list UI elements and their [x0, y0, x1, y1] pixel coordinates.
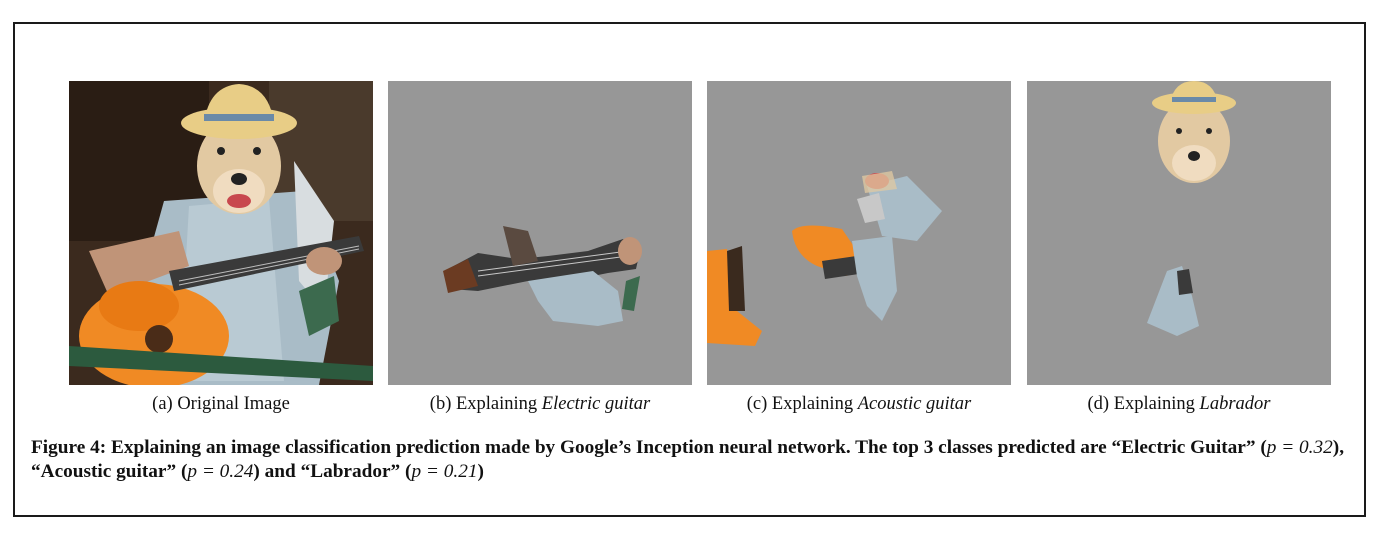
figure-caption-text-2: ), “Acoustic guitar” (: [31, 437, 1345, 482]
caption-d-prefix: (d) Explaining: [1087, 394, 1200, 414]
caption-b-prefix: (b) Explaining: [429, 394, 542, 414]
figure-caption-text-1: Explaining an image classification predi…: [106, 437, 1267, 458]
acoustic-guitar-explanation-panel: [707, 81, 1011, 385]
caption-c-italic: Acoustic guitar: [857, 394, 972, 414]
probability-acoustic: p = 0.24: [187, 461, 254, 482]
acoustic-guitar-mask-image: [707, 81, 1011, 385]
figure-caption-text-3: ) and “Labrador” (: [253, 461, 412, 482]
figure-label: Figure 4:: [31, 437, 107, 458]
electric-guitar-mask-image: [388, 81, 692, 385]
caption-a-text: (a) Original Image: [152, 394, 290, 414]
caption-c-prefix: (c) Explaining: [746, 394, 858, 414]
figure-caption-text-4: ): [477, 461, 484, 482]
probability-electric: p = 0.32: [1266, 437, 1333, 458]
caption-d: (d) Explaining Labrador: [1027, 394, 1331, 420]
caption-c: (c) Explaining Acoustic guitar: [700, 394, 1018, 420]
caption-b: (b) Explaining Electric guitar: [381, 394, 699, 420]
caption-a: (a) Original Image: [69, 394, 373, 420]
probability-labrador: p = 0.21: [411, 461, 478, 482]
figure-caption: Figure 4: Explaining an image classifica…: [31, 436, 1351, 484]
original-image: [69, 81, 373, 385]
caption-d-italic: Labrador: [1199, 394, 1271, 414]
figure-frame: [13, 22, 1366, 517]
original-image-panel: [69, 81, 373, 385]
caption-b-italic: Electric guitar: [541, 394, 651, 414]
electric-guitar-explanation-panel: [388, 81, 692, 385]
labrador-explanation-panel: [1027, 81, 1331, 385]
labrador-mask-image: [1027, 81, 1331, 385]
